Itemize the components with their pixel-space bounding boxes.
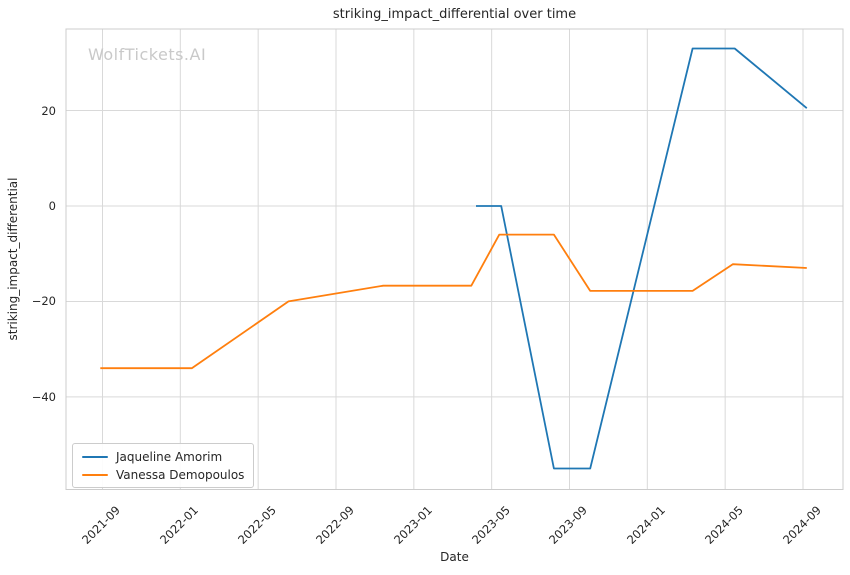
y-tick-label: 20: [41, 103, 56, 118]
legend-line-sample: [82, 455, 108, 458]
x-axis-label: Date: [440, 550, 469, 564]
chart-title: striking_impact_differential over time: [332, 7, 577, 22]
legend-line-sample: [82, 473, 108, 476]
series-line-jaqueline-amorim: [476, 47, 808, 470]
legend-entry: Vanessa Demopoulos: [82, 467, 244, 482]
y-tick-label: −40: [31, 389, 56, 404]
legend-entry: Jaqueline Amorim: [82, 449, 244, 464]
plot-frame: [65, 28, 844, 490]
y-axis-label: striking_impact_differential: [6, 177, 20, 341]
series-line-vanessa-demopoulos: [100, 233, 807, 370]
y-tick-label: 0: [48, 199, 56, 213]
legend-label: Vanessa Demopoulos: [116, 467, 245, 482]
legend-label: Jaqueline Amorim: [116, 449, 223, 464]
watermark: WolfTickets.AI: [88, 45, 207, 64]
y-tick-label: −20: [31, 294, 56, 309]
legend: Jaqueline Amorim Vanessa Demopoulos: [72, 443, 255, 488]
